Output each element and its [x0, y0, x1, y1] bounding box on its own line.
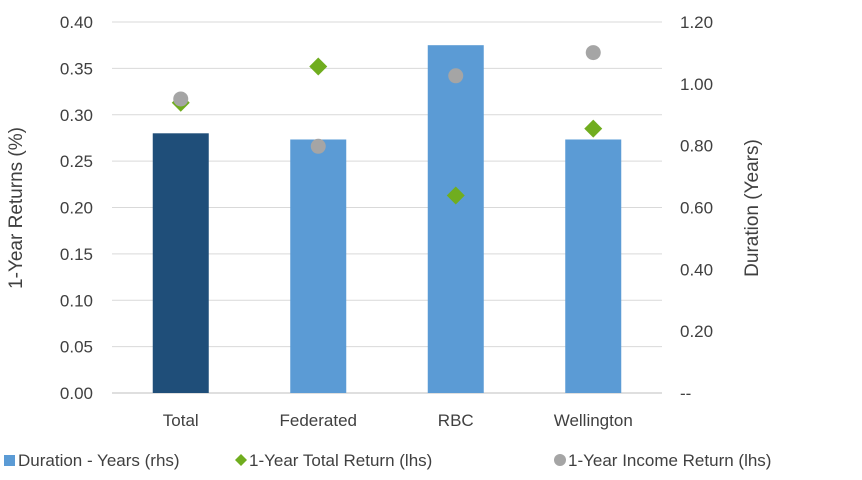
duration-bar [565, 139, 622, 393]
legend-label: Duration - Years (rhs) [18, 451, 180, 470]
left-axis-ticks: 0.00 0.05 0.10 0.15 0.20 0.25 0.30 0.35 0.40 [60, 13, 93, 403]
left-tick-label: 0.40 [60, 13, 93, 32]
total-return-marker [309, 57, 328, 76]
right-tick-label: 0.80 [680, 137, 713, 156]
category-label: Wellington [554, 411, 633, 430]
duration-bar [427, 45, 484, 393]
left-tick-label: 0.00 [60, 384, 93, 403]
right-tick-label: 0.40 [680, 260, 713, 279]
return-markers [171, 45, 603, 205]
category-label: RBC [438, 411, 474, 430]
right-axis-ticks: -- 0.20 0.40 0.60 0.80 1.00 1.20 [680, 13, 713, 403]
category-label: Total [163, 411, 199, 430]
income-return-marker [585, 45, 601, 61]
left-tick-label: 0.25 [60, 152, 93, 171]
category-label: Federated [280, 411, 358, 430]
legend-label: 1-Year Income Return (lhs) [568, 451, 771, 470]
legend-swatch-duration [4, 455, 15, 466]
left-axis-title: 1-Year Returns (%) [6, 127, 27, 289]
right-tick-label: 0.60 [680, 199, 713, 218]
income-return-marker [448, 68, 464, 84]
left-tick-label: 0.15 [60, 245, 93, 264]
total-return-marker [446, 186, 465, 205]
right-tick-label: 0.20 [680, 322, 713, 341]
duration-bar [152, 133, 209, 394]
income-return-marker [173, 91, 189, 107]
duration-bar [290, 139, 347, 393]
right-axis-title: Duration (Years) [742, 139, 763, 277]
legend-swatch-total-return [235, 454, 247, 466]
right-tick-label: 1.00 [680, 75, 713, 94]
right-tick-label: 1.20 [680, 13, 713, 32]
total-return-marker [584, 119, 603, 138]
legend-label: 1-Year Total Return (lhs) [249, 451, 432, 470]
category-axis-ticks: Total Federated RBC Wellington [163, 411, 633, 430]
legend-swatch-income-return [554, 454, 566, 466]
right-tick-label: -- [680, 384, 691, 403]
duration-bars [152, 45, 622, 394]
left-tick-label: 0.35 [60, 59, 93, 78]
left-tick-label: 0.10 [60, 291, 93, 310]
left-tick-label: 0.30 [60, 106, 93, 125]
income-return-marker [310, 138, 326, 154]
legend: Duration - Years (rhs) 1-Year Total Retur… [4, 451, 771, 470]
left-tick-label: 0.05 [60, 338, 93, 357]
left-tick-label: 0.20 [60, 199, 93, 218]
